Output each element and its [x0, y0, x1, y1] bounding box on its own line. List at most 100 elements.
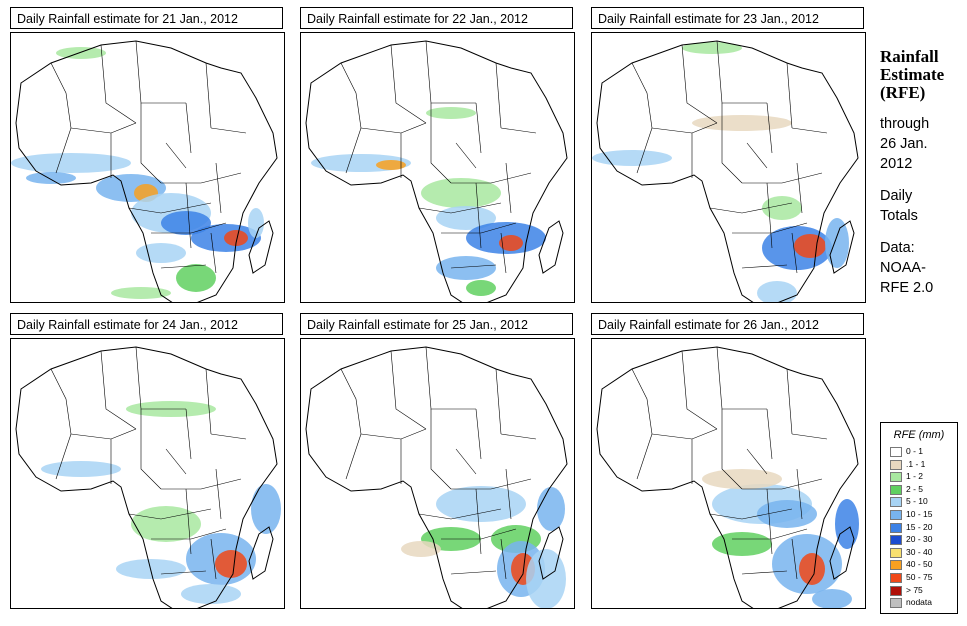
panel-title: Daily Rainfall estimate for 25 Jan., 201… — [300, 313, 573, 335]
country-border — [55, 433, 72, 480]
country-border — [791, 433, 828, 440]
country-border — [500, 232, 507, 274]
country-border — [631, 368, 653, 435]
country-border — [709, 202, 793, 214]
legend-item: 15 - 20 — [890, 522, 956, 535]
rainfall-area — [376, 160, 406, 170]
country-border — [786, 62, 793, 129]
legend-label: > 75 — [906, 584, 923, 595]
rainfall-area — [111, 287, 171, 299]
rain-layer — [311, 107, 546, 296]
country-border — [128, 202, 212, 214]
madagascar-outline — [248, 220, 274, 274]
country-border — [100, 44, 137, 124]
country-border — [135, 346, 186, 410]
country-border — [500, 127, 537, 134]
rainfall-map — [591, 338, 866, 609]
country-border — [185, 408, 192, 460]
rainfall-panel-1: Daily Rainfall estimate for 21 Jan., 201… — [10, 7, 285, 303]
coastline — [305, 346, 568, 608]
rain-layer — [41, 401, 281, 604]
legend-label: 30 - 40 — [906, 546, 933, 557]
through-label: through — [880, 116, 930, 132]
africa-map — [15, 346, 281, 608]
country-border — [786, 368, 793, 435]
sidebar-description: Rainfall Estimate (RFE) through 26 Jan. … — [880, 48, 965, 298]
country-border — [185, 102, 192, 154]
rainfall-area — [499, 235, 523, 251]
legend-swatch — [890, 472, 902, 483]
rainfall-panel-3: Daily Rainfall estimate for 23 Jan., 201… — [591, 7, 866, 303]
country-border — [418, 202, 502, 214]
country-border — [390, 44, 427, 124]
panel-title: Daily Rainfall estimate for 24 Jan., 201… — [10, 313, 283, 335]
country-border — [651, 428, 718, 440]
country-border — [732, 528, 808, 540]
rainfall-area — [757, 500, 817, 528]
source-line: NOAA- — [880, 260, 926, 276]
country-border — [340, 62, 362, 129]
country-border — [345, 433, 362, 480]
country-border — [721, 409, 743, 490]
country-border — [475, 182, 482, 249]
country-border — [766, 182, 773, 249]
panel-title: Daily Rainfall estimate for 26 Jan., 201… — [591, 313, 864, 335]
country-border — [160, 264, 207, 269]
country-border — [681, 44, 718, 124]
country-border — [505, 468, 512, 520]
legend-swatch — [890, 497, 902, 508]
country-border — [70, 428, 137, 440]
legend-item: 2 - 5 — [890, 483, 956, 497]
rainfall-area — [436, 486, 526, 522]
rainfall-area — [537, 487, 565, 531]
coastline — [596, 40, 859, 302]
rainfall-area — [812, 589, 852, 608]
rainfall-area — [41, 461, 121, 477]
legend-item: .1 - 1 — [890, 459, 956, 472]
source-line: RFE 2.0 — [880, 280, 934, 296]
country-border — [766, 408, 773, 460]
legend-label: 2 - 5 — [906, 483, 924, 494]
country-border — [50, 368, 72, 435]
country-border — [135, 40, 186, 104]
country-border — [495, 368, 502, 435]
rain-layer — [702, 469, 859, 608]
rainfall-area — [526, 549, 566, 608]
legend-item: 20 - 30 — [890, 534, 956, 547]
country-border — [161, 172, 242, 184]
legend-item: > 75 — [890, 584, 956, 598]
coastline — [15, 346, 278, 608]
country-border — [791, 127, 828, 134]
rainfall-area — [251, 484, 281, 534]
country-border — [721, 103, 743, 184]
country-border — [185, 488, 192, 555]
legend-swatch — [890, 585, 902, 596]
africa-map — [305, 346, 568, 608]
country-border — [340, 368, 362, 435]
legend-swatch — [890, 535, 902, 546]
rainfall-area — [762, 196, 802, 220]
country-border — [430, 103, 452, 184]
date-line: 2012 — [880, 156, 913, 172]
heading-line: Rainfall — [880, 47, 939, 66]
legend-label: 5 - 10 — [906, 496, 928, 507]
rainfall-area — [682, 42, 742, 54]
country-border — [746, 448, 768, 475]
madagascar-outline — [538, 526, 564, 580]
daily-label: Daily — [880, 188, 913, 204]
country-border — [505, 162, 512, 214]
legend-item: 10 - 15 — [890, 509, 956, 522]
country-border — [185, 182, 192, 249]
country-border — [732, 222, 808, 234]
country-border — [636, 127, 653, 174]
rainfall-area — [592, 150, 672, 166]
rainfall-area — [436, 256, 496, 280]
heading-line: (RFE) — [880, 83, 926, 102]
rainfall-area — [835, 499, 859, 549]
country-border — [495, 62, 502, 129]
data-label: Data: — [880, 240, 915, 256]
madagascar-outline — [248, 526, 274, 580]
legend-swatch — [890, 447, 902, 457]
coastline — [305, 40, 568, 302]
madagascar-outline — [829, 526, 855, 580]
